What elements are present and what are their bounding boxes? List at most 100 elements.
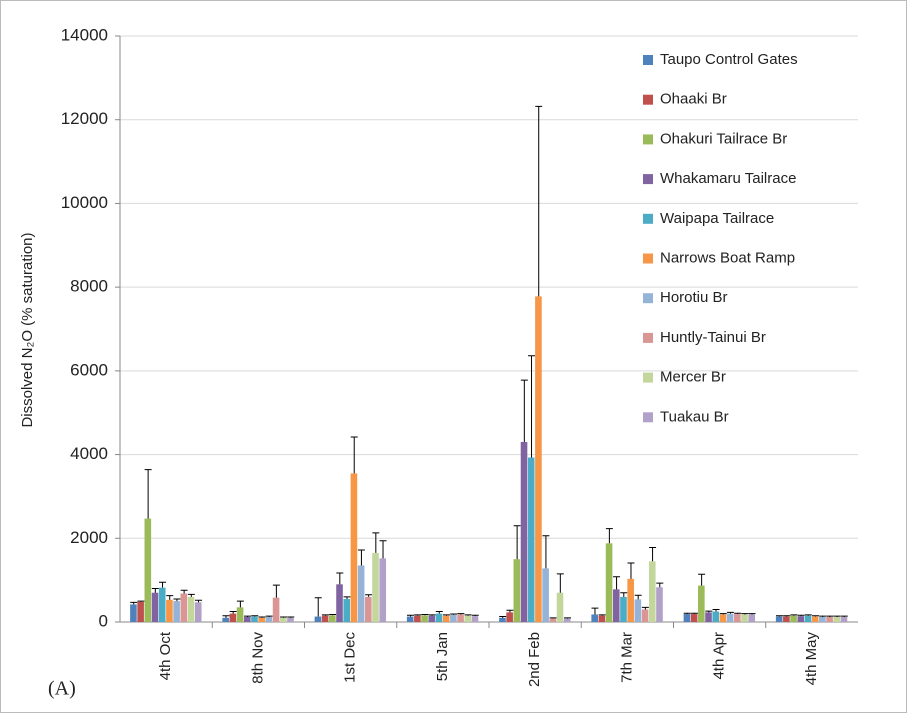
- bar: [321, 615, 329, 622]
- error-bar: [549, 617, 557, 619]
- bar: [442, 615, 450, 622]
- annotation: (A): [48, 678, 76, 700]
- error-bar: [365, 594, 373, 597]
- error-bar: [797, 614, 805, 617]
- error-bar: [542, 535, 550, 569]
- legend-swatch: [643, 55, 653, 65]
- x-tick-label: 7th Mar: [618, 632, 635, 683]
- bar: [428, 615, 436, 622]
- bar: [406, 616, 414, 622]
- bar: [527, 457, 535, 622]
- error-bar: [372, 532, 380, 553]
- legend-swatch: [643, 253, 653, 264]
- bar: [158, 587, 166, 622]
- error-bar: [321, 614, 329, 616]
- y-tick-label: 0: [99, 611, 108, 630]
- bar: [187, 596, 195, 622]
- bar: [166, 599, 173, 622]
- error-bar: [336, 572, 344, 585]
- error-bar: [641, 606, 649, 610]
- bar: [194, 602, 202, 622]
- bar: [690, 614, 698, 622]
- bar: [535, 296, 542, 622]
- bar: [563, 618, 571, 622]
- bar: [236, 607, 244, 622]
- error-bar: [258, 616, 266, 618]
- error-bar: [379, 540, 387, 559]
- bar: [506, 612, 513, 622]
- bar: [698, 585, 705, 622]
- error-bar: [414, 614, 422, 616]
- error-bar: [520, 379, 528, 443]
- bar: [819, 616, 826, 622]
- error-bar: [236, 600, 244, 608]
- error-bar: [705, 610, 713, 613]
- bar: [520, 442, 528, 622]
- error-bar: [605, 528, 613, 544]
- error-bar: [598, 614, 606, 616]
- bar: [683, 614, 691, 622]
- bar: [591, 614, 598, 622]
- error-bar: [229, 611, 237, 614]
- bar: [634, 599, 642, 622]
- legend-swatch: [643, 372, 653, 383]
- error-bar: [406, 614, 414, 617]
- bar: [243, 616, 251, 622]
- error-bar: [166, 595, 174, 600]
- bar: [272, 597, 280, 622]
- bar: [137, 601, 144, 622]
- bar: [775, 616, 783, 622]
- bar: [279, 617, 287, 622]
- bar: [712, 611, 720, 622]
- error-bar: [698, 573, 706, 586]
- y-tick-label: 14000: [61, 25, 108, 44]
- error-bar: [634, 594, 642, 600]
- error-bar: [195, 599, 203, 603]
- bar: [549, 618, 557, 622]
- bar: [336, 584, 343, 622]
- bar: [350, 473, 358, 622]
- bar: [605, 543, 613, 622]
- error-bar: [620, 592, 628, 597]
- error-bar: [775, 615, 783, 617]
- legend-swatch: [643, 412, 653, 423]
- error-bar: [535, 105, 543, 297]
- bar: [705, 612, 712, 622]
- bar: [542, 568, 549, 622]
- legend-label: Horotiu Br: [660, 289, 728, 306]
- bar: [251, 616, 258, 622]
- error-bar: [251, 615, 259, 617]
- bar: [421, 615, 428, 622]
- error-bar: [564, 617, 572, 619]
- error-bar: [613, 576, 621, 590]
- error-bar: [811, 615, 819, 617]
- y-axis-label: Dissolved N₂O (% saturation): [19, 232, 36, 427]
- x-tick-label: 4th Oct: [157, 631, 174, 680]
- error-bar: [627, 562, 635, 579]
- legend-swatch: [643, 134, 653, 145]
- bar: [151, 592, 159, 622]
- error-bar: [272, 584, 280, 598]
- y-tick-label: 6000: [70, 360, 108, 379]
- legend-label: Ohakuri Tailrace Br: [660, 130, 787, 147]
- bar: [726, 613, 734, 622]
- bar: [833, 616, 841, 622]
- bar: [811, 616, 819, 622]
- bar: [804, 615, 812, 622]
- error-bar: [350, 436, 358, 474]
- bar: [656, 587, 663, 622]
- bar: [229, 613, 237, 622]
- y-tick-label: 8000: [70, 277, 108, 296]
- x-tick-label: 2nd Feb: [526, 632, 543, 687]
- bar: [365, 596, 372, 622]
- legend-swatch: [643, 213, 653, 224]
- y-tick-label: 2000: [70, 528, 108, 547]
- error-bar: [506, 609, 514, 613]
- error-bar: [314, 597, 322, 617]
- error-bar: [783, 615, 791, 617]
- error-bar: [428, 614, 436, 616]
- bar: [144, 518, 152, 622]
- x-tick-label: 4th Apr: [711, 632, 728, 680]
- error-bar: [280, 616, 288, 618]
- error-bar: [457, 613, 465, 615]
